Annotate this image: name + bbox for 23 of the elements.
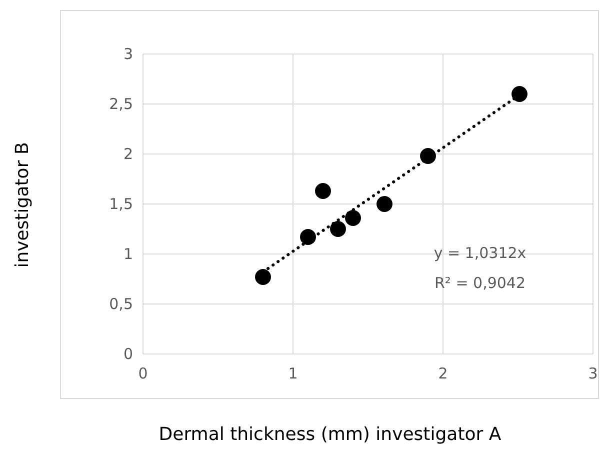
y-tick-label: 2,5 xyxy=(109,94,133,113)
point xyxy=(345,210,361,226)
y-axis-title: investigator B xyxy=(12,142,33,268)
y-tick-label: 3 xyxy=(123,44,133,63)
y-tick-label: 0,5 xyxy=(109,294,133,313)
point xyxy=(512,86,528,102)
x-tick-label: 1 xyxy=(288,364,298,383)
y-tick-label: 0 xyxy=(123,344,133,363)
x-tick-label: 0 xyxy=(138,364,148,383)
point xyxy=(315,183,331,199)
x-tick-label: 3 xyxy=(588,364,598,383)
y-tick-label: 1 xyxy=(123,244,133,263)
x-axis-title: Dermal thickness (mm) investigator A xyxy=(158,424,502,445)
point xyxy=(300,229,316,245)
point xyxy=(376,196,392,212)
annotation: R² = 0,9042 xyxy=(434,274,526,292)
y-tick-label: 2 xyxy=(123,144,133,163)
y-tick-label: 1,5 xyxy=(109,194,133,213)
point xyxy=(255,269,271,285)
point xyxy=(420,148,436,164)
x-tick-label: 2 xyxy=(438,364,448,383)
annotation: y = 1,0312x xyxy=(434,244,526,262)
point xyxy=(330,221,346,237)
